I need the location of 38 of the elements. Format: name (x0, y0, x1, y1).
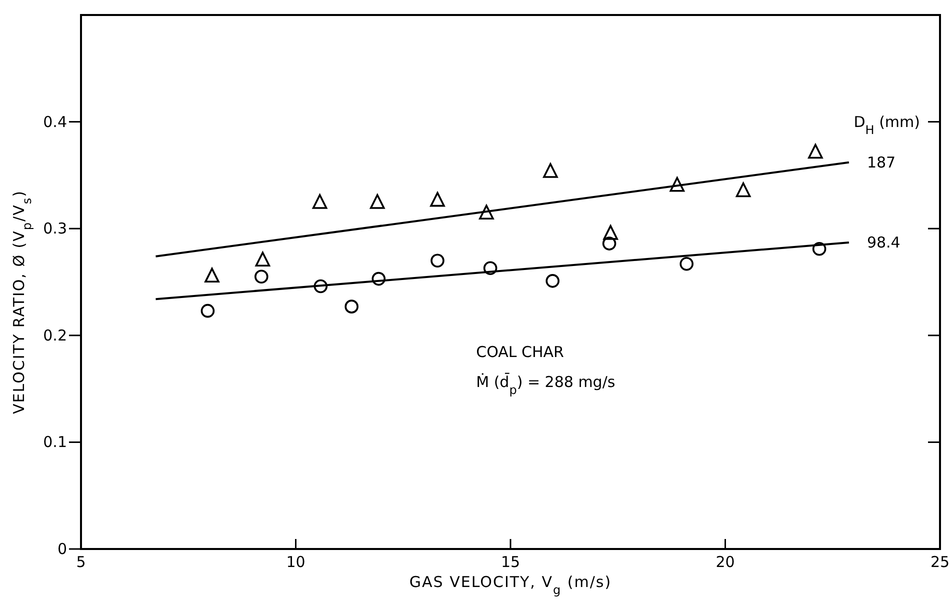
y-tick-label: 0.3 (43, 220, 67, 238)
x-tick-label: 10 (286, 553, 306, 571)
point (736, 182, 751, 198)
x-axis-title: GAS VELOCITY, V$_{g}$ (m/s) (409, 573, 612, 597)
point (546, 274, 560, 288)
x-tick-label: 25 (930, 553, 950, 571)
annotation: COAL CHAR (476, 342, 564, 361)
point (314, 279, 328, 294)
y-tick-label: 0.2 (43, 326, 67, 344)
point (344, 300, 358, 314)
x-tick-label: 20 (716, 553, 735, 571)
point (479, 204, 494, 220)
x-tick-label: 15 (500, 553, 520, 571)
x-tick-label: 5 (76, 553, 86, 571)
point (255, 252, 270, 267)
point (670, 176, 685, 192)
point (603, 225, 618, 240)
point (370, 194, 385, 209)
point (680, 256, 694, 271)
series-label: 187 (866, 153, 896, 172)
point (483, 261, 498, 276)
series-label: 98.4 (866, 233, 900, 252)
legend-title: D$_{H}$ (mm) (854, 112, 920, 137)
y-tick-label: 0.1 (43, 433, 67, 452)
point (372, 272, 386, 286)
point (430, 192, 445, 207)
point (254, 270, 268, 284)
point (204, 268, 220, 283)
y-tick-label: 0.4 (43, 112, 67, 131)
y-tick-label: 0 (57, 540, 67, 558)
point (808, 144, 823, 159)
point (543, 163, 558, 178)
point (812, 242, 826, 256)
point (200, 304, 215, 318)
annotation: Ṁ (d̄$_{p}$) = 288 mg/s (476, 372, 616, 397)
point (312, 194, 328, 209)
point (430, 254, 444, 268)
point (602, 236, 616, 250)
